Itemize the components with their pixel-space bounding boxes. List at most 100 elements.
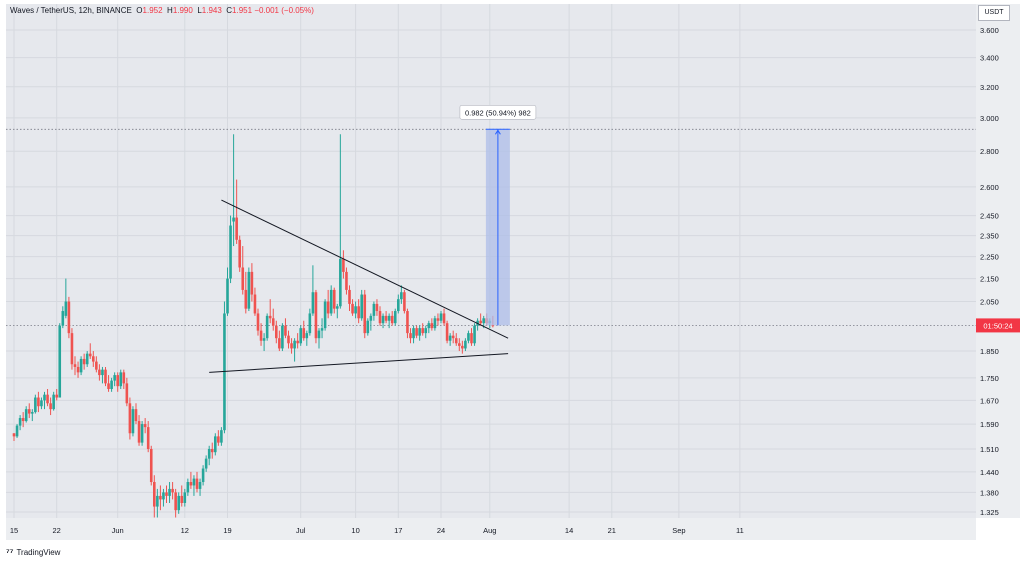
candle[interactable]: [421, 323, 424, 336]
candle[interactable]: [98, 364, 101, 381]
candle[interactable]: [357, 299, 360, 324]
candle[interactable]: [259, 323, 263, 346]
candle[interactable]: [320, 318, 324, 339]
candle[interactable]: [214, 433, 217, 456]
candle[interactable]: [384, 311, 388, 324]
candle[interactable]: [27, 403, 31, 419]
candle[interactable]: [46, 388, 49, 407]
candle[interactable]: [49, 397, 52, 416]
candle[interactable]: [314, 289, 318, 344]
candle[interactable]: [85, 351, 89, 367]
candle[interactable]: [177, 492, 180, 514]
candle[interactable]: [37, 391, 40, 413]
candle[interactable]: [390, 311, 394, 326]
ascending-support-line[interactable]: [209, 353, 509, 373]
candle[interactable]: [372, 301, 376, 321]
candle[interactable]: [143, 418, 147, 434]
candle[interactable]: [137, 415, 141, 446]
candle[interactable]: [397, 294, 400, 314]
candle[interactable]: [360, 289, 363, 321]
candle[interactable]: [21, 412, 25, 428]
candle[interactable]: [195, 471, 199, 493]
candle[interactable]: [40, 397, 43, 410]
candle[interactable]: [146, 421, 150, 453]
candle[interactable]: [238, 235, 241, 272]
candle[interactable]: [265, 313, 269, 341]
candle[interactable]: [262, 333, 266, 352]
candle[interactable]: [131, 406, 135, 437]
candle[interactable]: [153, 475, 156, 518]
candle[interactable]: [418, 325, 421, 341]
candle[interactable]: [354, 301, 357, 319]
candle[interactable]: [156, 488, 159, 518]
candle[interactable]: [393, 308, 397, 326]
candle[interactable]: [64, 278, 68, 319]
candle[interactable]: [223, 301, 226, 434]
candle[interactable]: [448, 333, 452, 346]
candle[interactable]: [119, 369, 123, 389]
candle[interactable]: [302, 320, 306, 341]
candle[interactable]: [207, 445, 211, 466]
candle[interactable]: [369, 313, 373, 331]
candle[interactable]: [433, 315, 437, 331]
candle[interactable]: [125, 377, 129, 407]
candle[interactable]: [378, 306, 382, 326]
candle[interactable]: [442, 308, 446, 326]
candle[interactable]: [34, 394, 37, 414]
candle[interactable]: [95, 356, 98, 373]
candle[interactable]: [247, 267, 251, 312]
candle[interactable]: [427, 320, 431, 334]
candle[interactable]: [241, 246, 245, 295]
price-scale[interactable]: 3.600 3.400 3.200 3.000 2.800 2.600 2.450 2.350…: [976, 4, 1020, 518]
candle[interactable]: [174, 488, 177, 518]
candle[interactable]: [171, 482, 174, 500]
candle[interactable]: [31, 409, 34, 422]
candle[interactable]: [76, 361, 80, 378]
candle[interactable]: [406, 308, 409, 339]
candle[interactable]: [140, 421, 144, 446]
candle[interactable]: [348, 285, 351, 312]
candle[interactable]: [198, 478, 202, 496]
symbol-title[interactable]: Waves / TetherUS, 12h, BINANCE: [10, 6, 132, 15]
candle[interactable]: [400, 285, 403, 304]
candle[interactable]: [128, 397, 132, 440]
price-chart[interactable]: 0.982 (50.94%) 982: [6, 4, 976, 518]
candle[interactable]: [403, 289, 406, 314]
candle[interactable]: [235, 179, 238, 244]
candle[interactable]: [308, 308, 312, 336]
candle[interactable]: [168, 482, 171, 503]
candle[interactable]: [473, 323, 476, 346]
candle[interactable]: [339, 134, 342, 309]
candle[interactable]: [180, 485, 184, 507]
candle[interactable]: [67, 296, 71, 339]
candle[interactable]: [329, 285, 333, 316]
candle[interactable]: [104, 366, 107, 387]
candle[interactable]: [183, 488, 187, 507]
candle[interactable]: [253, 287, 257, 316]
candle[interactable]: [415, 325, 418, 339]
candle[interactable]: [217, 430, 220, 446]
candle[interactable]: [92, 351, 95, 367]
candle[interactable]: [284, 318, 287, 339]
candle[interactable]: [73, 356, 77, 376]
candle[interactable]: [275, 320, 278, 344]
candle[interactable]: [366, 318, 370, 336]
candle[interactable]: [445, 320, 449, 344]
candle[interactable]: [461, 340, 464, 354]
candle[interactable]: [159, 485, 162, 511]
candle[interactable]: [296, 333, 299, 349]
candle[interactable]: [88, 343, 92, 359]
candle[interactable]: [278, 330, 281, 352]
candle[interactable]: [268, 299, 272, 324]
candle[interactable]: [387, 313, 391, 329]
candle[interactable]: [454, 333, 458, 346]
candle[interactable]: [409, 328, 412, 344]
candle[interactable]: [464, 338, 467, 352]
candle[interactable]: [229, 215, 232, 284]
candle[interactable]: [61, 306, 65, 329]
candle[interactable]: [281, 323, 284, 352]
candle[interactable]: [375, 299, 379, 316]
candle[interactable]: [436, 313, 440, 326]
candle[interactable]: [201, 465, 205, 486]
candle[interactable]: [186, 478, 190, 496]
